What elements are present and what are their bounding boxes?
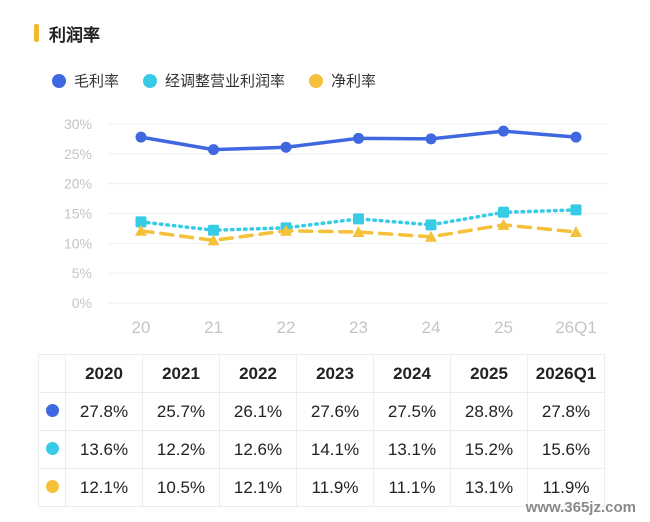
data-point xyxy=(425,219,437,231)
y-tick-label: 15% xyxy=(64,206,92,222)
legend-item-adjusted: 经调整营业利润率 xyxy=(143,70,285,91)
table-cell: 10.5% xyxy=(142,468,220,507)
legend-label-net: 净利率 xyxy=(331,72,377,90)
legend-item-net: 净利率 xyxy=(309,70,376,91)
section-header: 利润率 xyxy=(34,22,100,46)
data-point xyxy=(498,206,509,218)
table-cell: 12.1% xyxy=(219,468,297,507)
data-point xyxy=(353,213,364,225)
x-tick-label: 24 xyxy=(422,318,441,337)
data-point xyxy=(207,234,220,246)
data-point xyxy=(353,132,364,144)
x-tick-label: 23 xyxy=(349,318,368,337)
watermark: www.365jz.com xyxy=(525,499,636,516)
data-point xyxy=(135,216,147,228)
y-tick-label: 0% xyxy=(72,295,92,311)
y-tick-label: 10% xyxy=(64,235,92,251)
data-point xyxy=(208,224,219,236)
data-point xyxy=(208,144,219,156)
data-point xyxy=(497,218,510,230)
table-header-cell: 2021 xyxy=(142,354,220,393)
y-tick-label: 30% xyxy=(64,116,92,132)
table-row-gross: 27.8% 25.7% 26.1% 27.6% 27.5% 28.8% 27.8… xyxy=(38,392,605,431)
title-accent-bar xyxy=(34,24,39,42)
row-marker-gross xyxy=(38,392,66,431)
table-cell: 27.8% xyxy=(65,392,143,431)
table-header-cell: 2026Q1 xyxy=(527,354,605,393)
line-chart: 30% 25% 20% 15% 10% 5% 0% 20 21 22 23 24 25 26Q1 xyxy=(64,116,608,337)
data-point xyxy=(570,131,582,143)
y-tick-label: 20% xyxy=(64,176,92,192)
legend-label-adjusted: 经调整营业利润率 xyxy=(165,72,286,90)
table-cell: 13.1% xyxy=(450,468,528,507)
table-header-cell: 2024 xyxy=(373,354,451,393)
table-header-cell: 2022 xyxy=(219,354,297,393)
table-cell: 12.6% xyxy=(219,430,297,469)
table-cell: 12.1% xyxy=(65,468,143,507)
table-row-net: 12.1% 10.5% 12.1% 11.9% 11.1% 13.1% 11.9… xyxy=(38,468,605,507)
table-header-cell: 2020 xyxy=(65,354,143,393)
row-dot-adjusted xyxy=(45,441,59,455)
table-cell: 13.6% xyxy=(65,430,143,469)
page-title: 利润率 xyxy=(49,25,100,46)
legend-label-gross: 毛利率 xyxy=(74,72,120,90)
row-dot-net xyxy=(45,479,59,493)
x-tick-label: 21 xyxy=(204,318,223,337)
table-cell: 25.7% xyxy=(142,392,220,431)
table-cell: 15.6% xyxy=(527,430,605,469)
table-header-cell: 2025 xyxy=(450,354,528,393)
table-cell: 27.5% xyxy=(373,392,451,431)
data-point xyxy=(498,125,509,137)
data-point xyxy=(280,141,292,153)
legend-item-gross: 毛利率 xyxy=(52,70,119,91)
data-point xyxy=(352,225,365,237)
data-point xyxy=(280,224,292,236)
table-cell: 12.2% xyxy=(142,430,220,469)
table-cell: 13.1% xyxy=(373,430,451,469)
data-point xyxy=(570,204,582,216)
y-tick-label: 25% xyxy=(64,146,92,162)
data-point xyxy=(135,224,147,236)
table-cell: 28.8% xyxy=(450,392,528,431)
x-tick-label: 22 xyxy=(277,318,296,337)
data-point xyxy=(425,230,437,242)
row-marker-net xyxy=(38,468,66,507)
table-header-cell: 2023 xyxy=(296,354,374,393)
table-header-row: 2020 2021 2022 2023 2024 2025 2026Q1 xyxy=(38,354,605,393)
table-corner-cell xyxy=(38,354,66,393)
data-point xyxy=(425,133,437,145)
x-tick-label: 25 xyxy=(494,318,513,337)
table-cell: 27.8% xyxy=(527,392,605,431)
table-cell: 27.6% xyxy=(296,392,374,431)
data-table: 2020 2021 2022 2023 2024 2025 2026Q1 27.… xyxy=(38,354,605,507)
table-row-adjusted: 13.6% 12.2% 12.6% 14.1% 13.1% 15.2% 15.6… xyxy=(38,430,605,469)
legend-dot-net xyxy=(309,73,324,88)
table-cell: 11.1% xyxy=(373,468,451,507)
table-cell: 11.9% xyxy=(296,468,374,507)
x-tick-label: 20 xyxy=(132,318,151,337)
table-cell: 15.2% xyxy=(450,430,528,469)
legend-dot-adjusted xyxy=(143,73,158,88)
row-marker-adjusted xyxy=(38,430,66,469)
table-cell: 14.1% xyxy=(296,430,374,469)
data-point xyxy=(570,225,582,237)
chart-legend: 毛利率 经调整营业利润率 净利率 xyxy=(52,70,400,91)
x-tick-label: 26Q1 xyxy=(555,318,597,337)
legend-dot-gross xyxy=(52,73,66,88)
table-cell: 26.1% xyxy=(219,392,297,431)
y-tick-label: 5% xyxy=(72,265,92,281)
table-cell: 11.9% xyxy=(527,468,605,507)
data-point xyxy=(135,131,147,143)
row-dot-gross xyxy=(45,403,59,417)
